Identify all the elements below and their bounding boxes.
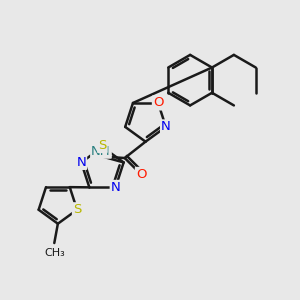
Text: S: S <box>73 203 81 216</box>
Text: O: O <box>136 168 146 181</box>
Text: N: N <box>161 120 171 134</box>
Text: CH₃: CH₃ <box>44 248 65 257</box>
Text: N: N <box>111 181 120 194</box>
Text: NH: NH <box>91 145 111 158</box>
Text: N: N <box>76 156 86 169</box>
Text: O: O <box>153 97 164 110</box>
Text: S: S <box>98 139 106 152</box>
